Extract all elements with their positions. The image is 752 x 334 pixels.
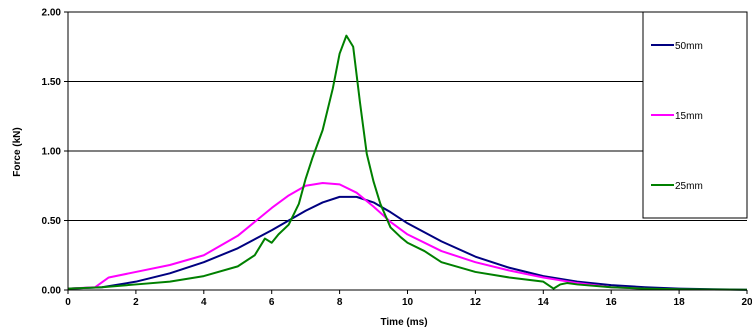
x-tick-label: 6 [269,297,275,308]
y-tick-label: 1.50 [42,77,62,88]
grid-lines [68,11,747,221]
x-tick-label: 14 [538,297,550,308]
y-tick-label: 0.50 [42,216,62,227]
x-tick-label: 2 [133,297,139,308]
series-line-50mm [67,195,748,291]
legend-label-50mm: 50mm [675,41,703,52]
x-tick-label: 20 [741,297,752,308]
x-tick-label: 18 [674,297,686,308]
x-tick-label: 0 [65,297,71,308]
y-tick-label: 1.00 [42,147,62,158]
legend-label-15mm: 15mm [675,111,703,122]
y-tick-label: 0.00 [42,286,62,297]
legend: 50mm 15mm 25mm [642,11,748,219]
legend-label-25mm: 25mm [675,181,703,192]
series-line-25mm [67,34,748,291]
y-axis-label: Force (kN) [12,127,23,176]
y-tick-labels: 0.00 0.50 1.00 1.50 2.00 [42,8,62,297]
x-tick-label: 4 [201,297,207,308]
x-axis-label: Time (ms) [380,317,427,328]
x-tick-label: 10 [402,297,414,308]
series-lines [67,34,748,291]
axes [64,11,748,294]
x-tick-labels: 0 2 4 6 8 10 12 14 16 18 20 [65,297,752,308]
y-tick-label: 2.00 [42,8,62,19]
x-tick-label: 12 [470,297,482,308]
x-tick-label: 16 [606,297,618,308]
series-line-15mm [67,181,646,290]
x-tick-label: 8 [337,297,343,308]
